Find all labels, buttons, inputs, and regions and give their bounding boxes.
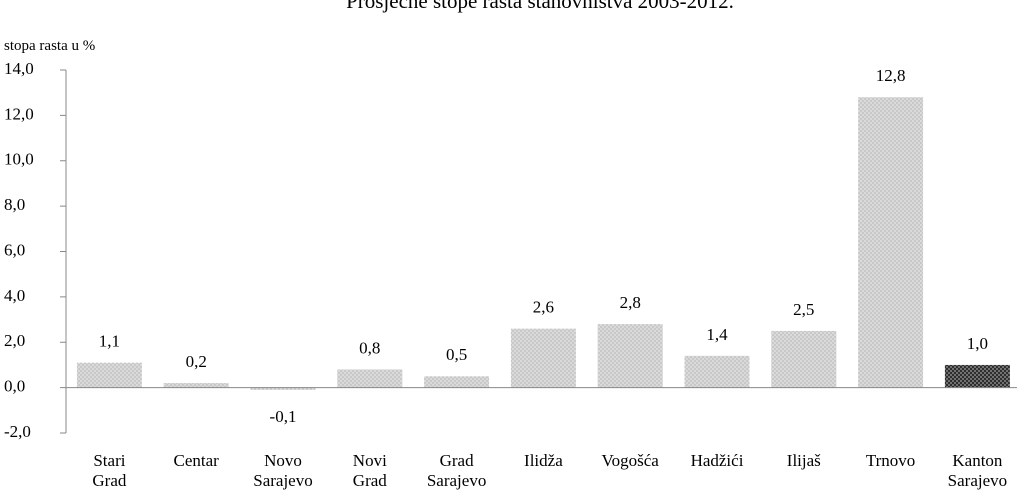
y-tick-label: 2,0 <box>4 331 25 350</box>
x-tick-label: Hadžići <box>691 451 744 470</box>
y-tick-label: 12,0 <box>4 104 34 123</box>
y-tick-label: 0,0 <box>4 377 25 396</box>
value-label: 0,8 <box>359 338 380 357</box>
bar <box>944 364 1010 388</box>
bar <box>510 328 576 388</box>
bar <box>771 330 837 388</box>
bar <box>424 376 490 388</box>
value-label: 2,8 <box>620 293 641 312</box>
bar <box>337 369 403 388</box>
x-tick-label: Novi Grad <box>353 451 387 490</box>
bar <box>163 383 229 388</box>
y-axis-label: stopa rasta u % <box>4 38 95 54</box>
value-label: 0,2 <box>186 352 207 371</box>
x-tick-label: Grad Sarajevo <box>427 451 486 490</box>
bar <box>250 387 316 390</box>
y-tick-label: 14,0 <box>4 59 34 78</box>
y-tick-label: 8,0 <box>4 195 25 214</box>
value-label: 1,0 <box>967 334 988 353</box>
x-tick-label: Ilidža <box>524 451 563 470</box>
value-label: 1,1 <box>99 332 120 351</box>
value-label: 0,5 <box>446 345 467 364</box>
bar <box>76 362 142 388</box>
x-tick-label: Stari Grad <box>92 451 126 490</box>
x-tick-label: Kanton Sarajevo <box>948 451 1007 490</box>
bar <box>684 355 750 388</box>
bar <box>597 324 663 388</box>
chart-title: Prosječne stope rasta stanovništva 2003-… <box>346 0 734 13</box>
x-tick-label: Ilijaš <box>787 451 821 470</box>
y-tick-label: 6,0 <box>4 240 25 259</box>
x-tick-label: Vogošća <box>602 451 660 470</box>
value-label: 12,8 <box>876 66 906 85</box>
y-tick-label: 10,0 <box>4 150 34 169</box>
x-tick-label: Trnovo <box>866 451 915 470</box>
value-label: 2,6 <box>533 298 554 317</box>
x-tick-label: Novo Sarajevo <box>253 451 312 490</box>
value-label: 2,5 <box>793 300 814 319</box>
value-label: 1,4 <box>706 325 728 344</box>
x-tick-label: Centar <box>174 451 220 470</box>
value-label: -0,1 <box>270 407 297 426</box>
bar <box>858 97 924 388</box>
y-tick-label: 4,0 <box>4 286 25 305</box>
y-tick-label: -2,0 <box>4 422 31 441</box>
